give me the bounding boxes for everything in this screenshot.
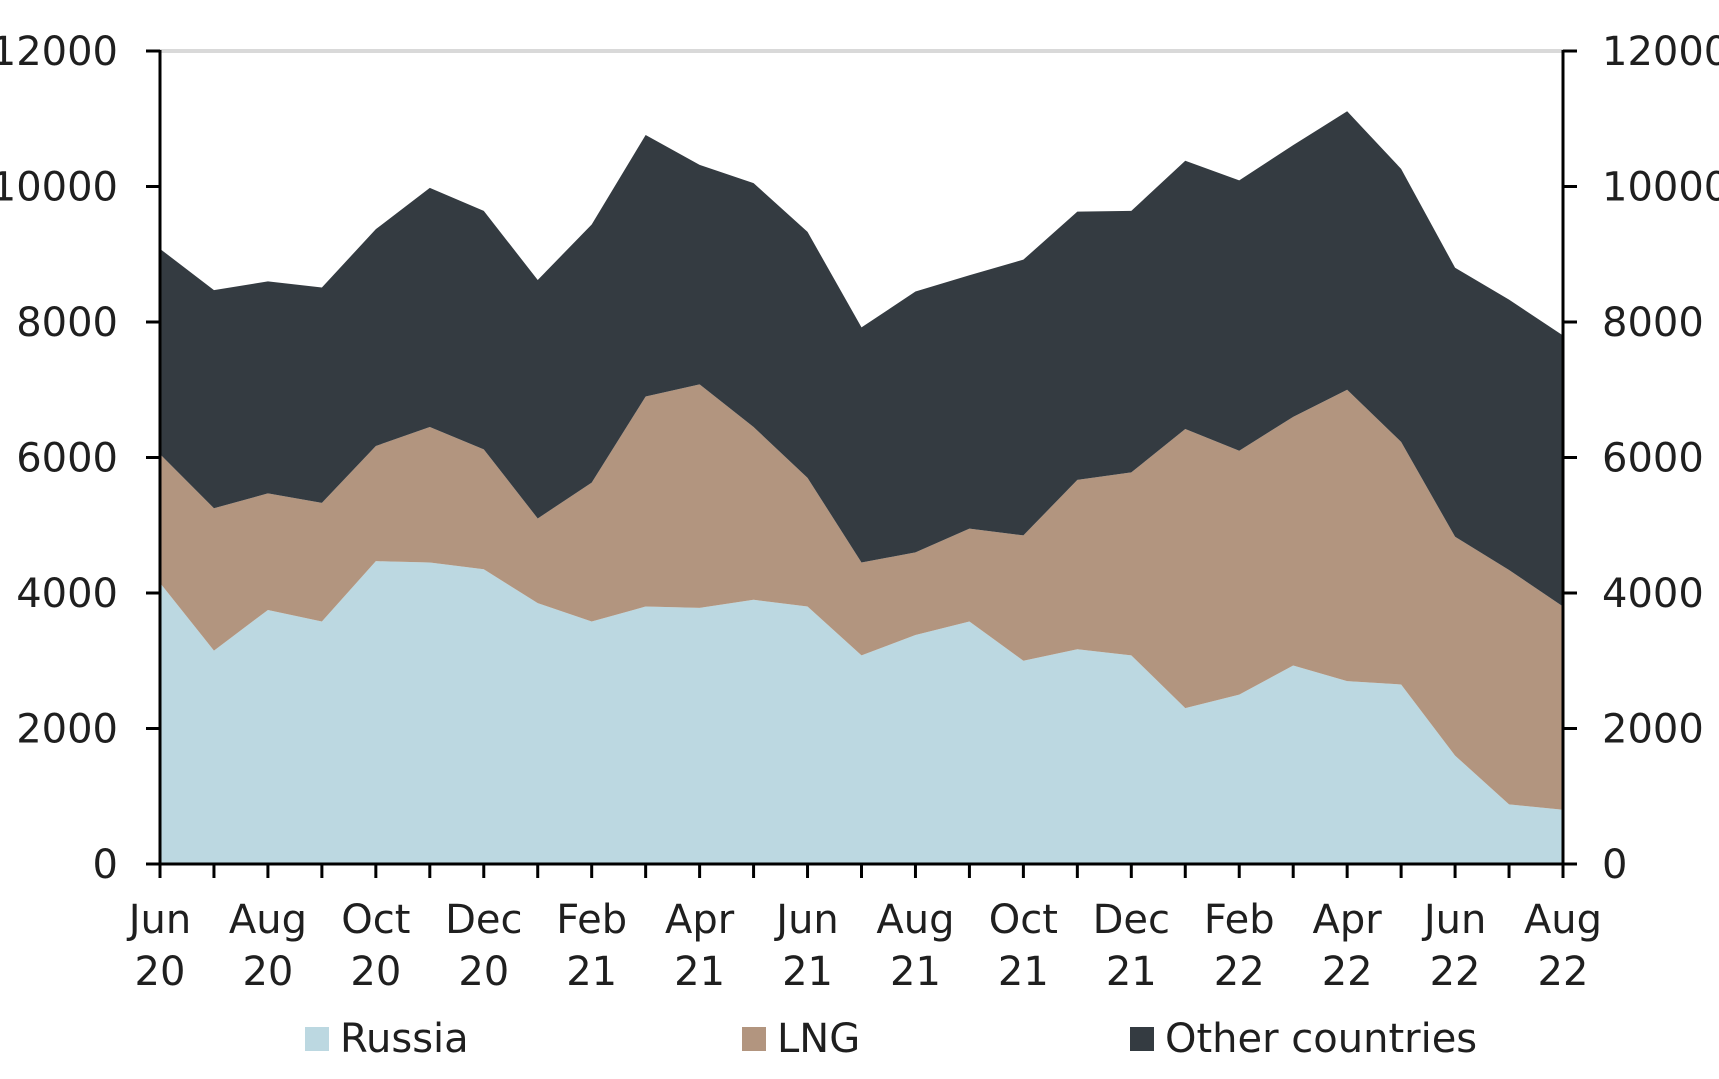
legend-swatch-other-countries [1130, 1027, 1154, 1051]
left-y-tick-label: 0 [93, 842, 118, 888]
left-y-tick-label: 2000 [16, 707, 118, 753]
legend-label-lng: LNG [777, 1016, 860, 1062]
x-tick-label-month: Oct [341, 897, 410, 943]
x-tick-label-year: 21 [890, 949, 941, 995]
area-lng [160, 384, 1563, 810]
right-y-tick-label: 12000 [1602, 29, 1719, 75]
left-y-tick-label: 10000 [0, 165, 118, 211]
legend: Russia LNG Other countries [305, 1016, 1477, 1062]
right-y-tick-label: 10000 [1602, 165, 1719, 211]
left-y-tick-label: 12000 [0, 29, 118, 75]
right-y-tick-label: 8000 [1602, 300, 1704, 346]
area-other-countries [160, 111, 1563, 607]
right-y-tick-label: 6000 [1602, 436, 1704, 482]
x-tick-label-month: Oct [989, 897, 1058, 943]
legend-swatch-lng [742, 1027, 766, 1051]
x-tick-label-month: Jun [773, 897, 839, 943]
x-tick-label-month: Aug [1524, 897, 1602, 943]
x-tick-label-year: 21 [1106, 949, 1157, 995]
x-tick-label-year: 20 [350, 949, 401, 995]
right-y-tick-label: 2000 [1602, 707, 1704, 753]
area-layers [160, 111, 1563, 864]
x-tick-label-year: 20 [458, 949, 509, 995]
left-y-tick-label: 4000 [16, 571, 118, 617]
legend-swatch-russia [305, 1027, 329, 1051]
area-russia [160, 561, 1563, 864]
x-tick-label-month: Dec [445, 897, 522, 943]
legend-label-russia: Russia [340, 1016, 469, 1062]
legend-label-other-countries: Other countries [1165, 1016, 1477, 1062]
left-y-tick-label: 8000 [16, 300, 118, 346]
x-tick-label-year: 20 [135, 949, 186, 995]
x-tick-label-month: Apr [665, 897, 735, 943]
x-tick-label-month: Dec [1093, 897, 1170, 943]
x-tick-label-year: 22 [1430, 949, 1481, 995]
x-tick-label-month: Feb [1204, 897, 1275, 943]
x-tick-label-month: Jun [126, 897, 192, 943]
axes [146, 49, 1577, 878]
x-tick-label-month: Aug [229, 897, 307, 943]
x-tick-label-year: 20 [242, 949, 293, 995]
left-y-tick-label: 6000 [16, 436, 118, 482]
x-tick-label-year: 22 [1322, 949, 1373, 995]
x-tick-label-month: Apr [1313, 897, 1383, 943]
x-tick-label-year: 21 [674, 949, 725, 995]
right-y-tick-label: 0 [1602, 842, 1627, 888]
right-y-tick-label: 4000 [1602, 571, 1704, 617]
x-tick-label-month: Aug [876, 897, 954, 943]
x-tick-label-month: Feb [556, 897, 627, 943]
tick-labels: 0 2000 4000 6000 8000 10000 12000 0 2000 4000 6000… [0, 29, 1719, 995]
x-tick-label-year: 22 [1214, 949, 1265, 995]
x-tick-label-year: 21 [998, 949, 1049, 995]
x-tick-label-year: 22 [1538, 949, 1589, 995]
x-tick-label-month: Jun [1421, 897, 1487, 943]
x-tick-label-year: 21 [566, 949, 617, 995]
x-tick-label-year: 21 [782, 949, 833, 995]
